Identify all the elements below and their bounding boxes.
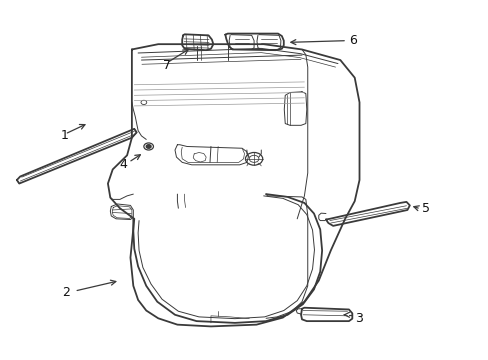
Text: 4: 4 — [120, 158, 127, 171]
Circle shape — [146, 145, 151, 148]
Text: 1: 1 — [61, 129, 69, 143]
Text: 7: 7 — [163, 59, 170, 72]
Text: 6: 6 — [348, 34, 356, 47]
Text: 5: 5 — [421, 202, 429, 215]
Text: 3: 3 — [354, 312, 362, 325]
Text: 2: 2 — [62, 287, 70, 300]
